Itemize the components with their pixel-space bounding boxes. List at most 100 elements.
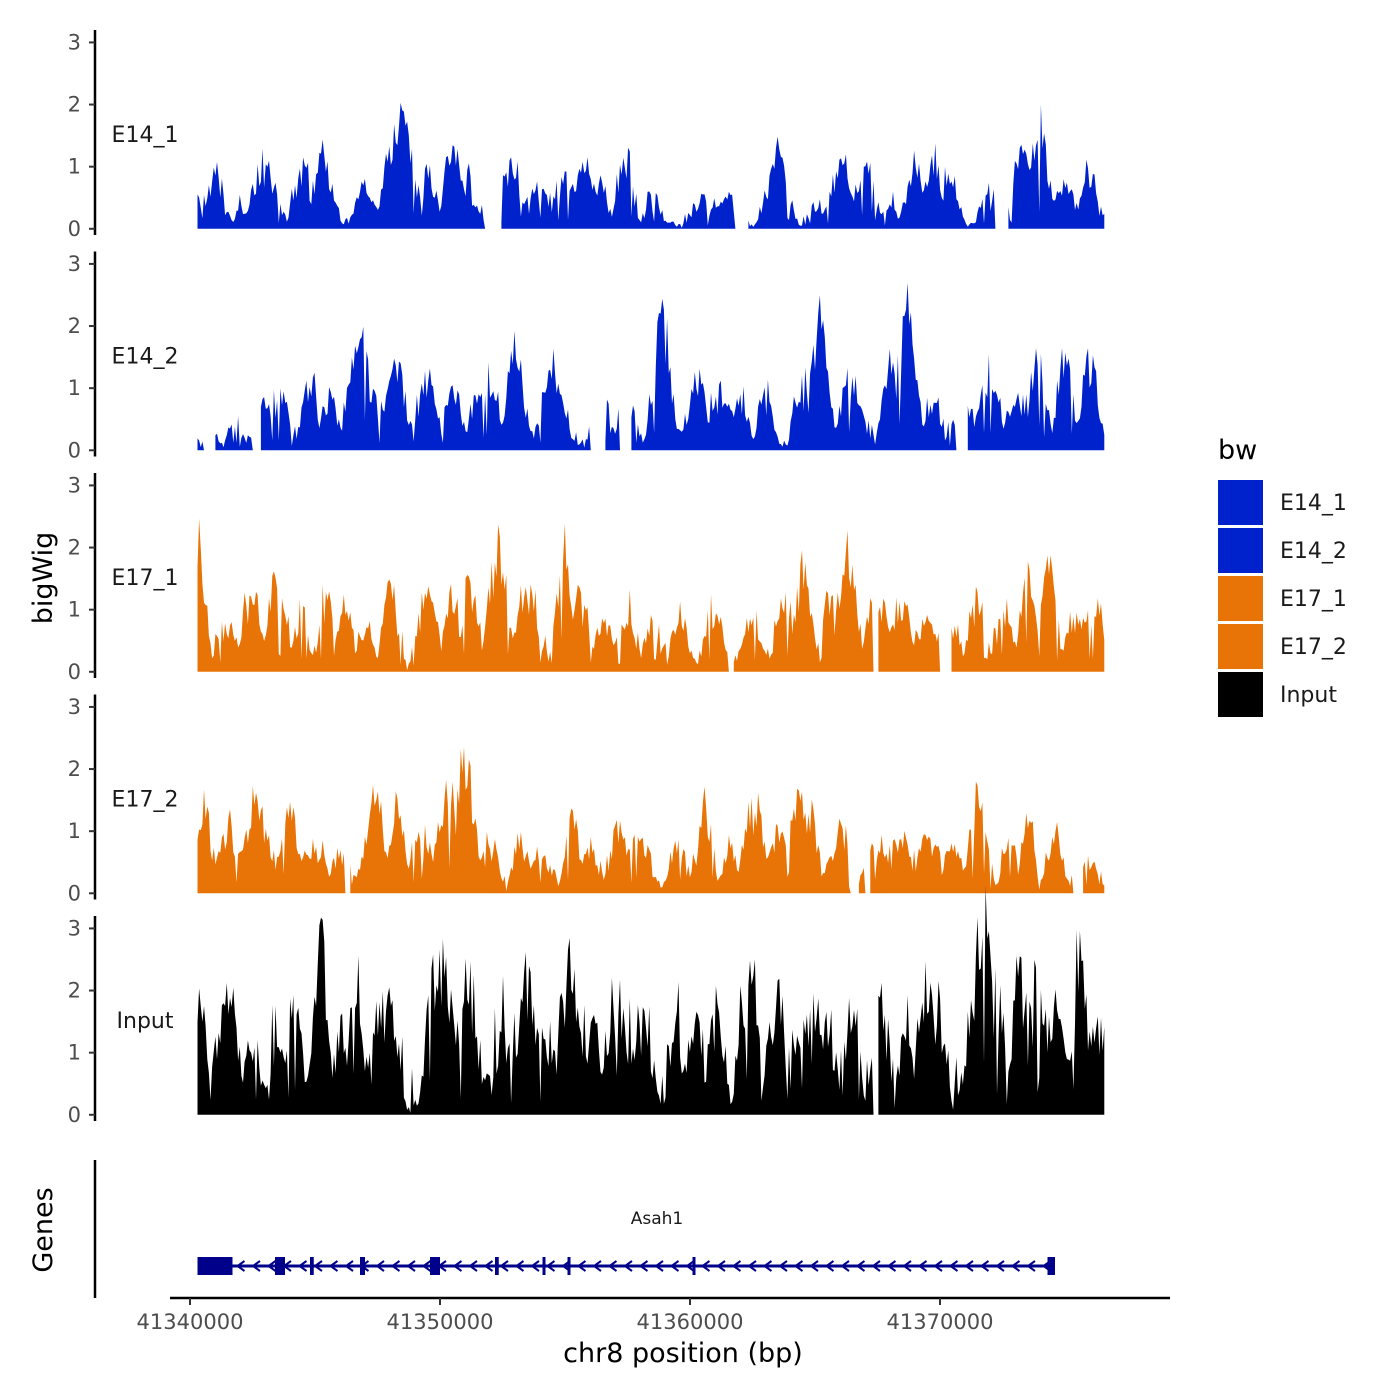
- y-tick-label: 3: [68, 252, 81, 276]
- legend-swatch: [1218, 576, 1263, 621]
- y-tick-label: 2: [68, 93, 81, 117]
- y-tick-label: 1: [68, 819, 81, 843]
- y-axis-title: bigWig: [28, 532, 59, 625]
- x-tick-label: 41360000: [637, 1310, 744, 1334]
- strand-arrow: [747, 1260, 757, 1272]
- strand-arrow: [545, 1260, 556, 1272]
- strand-arrow: [344, 1260, 354, 1272]
- y-tick-label: 0: [68, 660, 81, 684]
- strand-arrow: [638, 1260, 649, 1272]
- legend-label: E17_1: [1280, 587, 1347, 612]
- gene-name-label: Asah1: [631, 1209, 684, 1229]
- coverage-area-e14-2: [197, 282, 1105, 451]
- legend-title: bw: [1218, 435, 1257, 466]
- strand-arrow: [421, 1260, 432, 1272]
- strand-arrow: [313, 1260, 323, 1272]
- y-tick-label: 0: [68, 217, 81, 241]
- x-axis: 41340000 41350000 41360000 41370000: [137, 1296, 1170, 1334]
- gene-exon: [310, 1257, 314, 1275]
- track-label: E14_1: [112, 123, 179, 148]
- strand-arrow: [855, 1260, 866, 1272]
- strand-arrow: [902, 1260, 912, 1272]
- strand-arrow: [917, 1260, 928, 1272]
- y-tick-label: 2: [68, 979, 81, 1003]
- legend-label: E17_2: [1280, 635, 1347, 660]
- bigwig-tracks: 0 1 2 3 E14_1 0 1 2 3 E14_2 0 1 2 3 E17_1 0 1 2 3 E17_2 0 1 2 3…: [68, 30, 1105, 1127]
- y-tick-label: 3: [68, 916, 81, 940]
- strand-arrow: [948, 1260, 959, 1272]
- strand-arrow: [669, 1260, 680, 1272]
- x-tick-label: 41370000: [887, 1310, 994, 1334]
- strand-arrow: [886, 1260, 897, 1272]
- strand-arrow: [452, 1260, 463, 1272]
- strand-arrow: [654, 1260, 664, 1272]
- track-panel-e17-1: 0 1 2 3 E17_1: [68, 473, 1105, 684]
- gene-model: Asah1: [197, 1209, 1055, 1275]
- y-tick-label: 1: [68, 1041, 81, 1065]
- y-tick-label: 0: [68, 881, 81, 905]
- strand-arrow: [731, 1260, 742, 1272]
- strand-arrow: [297, 1260, 308, 1272]
- coverage-area-e14-1: [197, 102, 1105, 229]
- strand-arrow: [499, 1260, 509, 1272]
- strand-arrow: [266, 1260, 277, 1272]
- strand-arrow: [824, 1260, 835, 1272]
- strand-arrow: [530, 1260, 540, 1272]
- strand-arrow: [793, 1260, 804, 1272]
- genes-panel-title: Genes: [28, 1187, 59, 1272]
- gene-exon: [567, 1257, 571, 1275]
- strand-arrow: [840, 1260, 850, 1272]
- strand-arrow: [933, 1260, 943, 1272]
- strand-arrow: [716, 1260, 726, 1272]
- y-tick-label: 1: [68, 376, 81, 400]
- gene-exon: [1047, 1257, 1055, 1275]
- legend-swatch: [1218, 480, 1263, 525]
- strand-arrow: [809, 1260, 819, 1272]
- strand-arrow: [592, 1260, 602, 1272]
- x-tick-label: 41340000: [137, 1310, 244, 1334]
- strand-arrow: [468, 1260, 478, 1272]
- strand-arrow: [375, 1260, 385, 1272]
- track-label: Input: [117, 1009, 174, 1034]
- gene-exon: [430, 1257, 440, 1275]
- y-tick-label: 3: [68, 30, 81, 54]
- legend: bw E14_1 E14_2 E17_1 E17_2 Input: [1218, 435, 1347, 717]
- track-panel-e17-2: 0 1 2 3 E17_2: [68, 694, 1105, 905]
- y-tick-label: 3: [68, 473, 81, 497]
- y-tick-label: 0: [68, 438, 81, 462]
- legend-swatch: [1218, 672, 1263, 717]
- y-tick-label: 2: [68, 757, 81, 781]
- strand-arrow: [623, 1260, 633, 1272]
- strand-arrow: [406, 1260, 416, 1272]
- strand-arrow: [483, 1260, 494, 1272]
- gene-panel: Asah1: [93, 1160, 1055, 1298]
- legend-swatch: [1218, 528, 1263, 573]
- strand-arrow: [514, 1260, 525, 1272]
- strand-arrow: [251, 1260, 261, 1272]
- track-label: E17_2: [112, 788, 179, 813]
- track-panel-e14-2: 0 1 2 3 E14_2: [68, 251, 1105, 462]
- strand-arrow: [328, 1260, 339, 1272]
- legend-label: Input: [1280, 683, 1337, 708]
- strand-arrow: [235, 1260, 246, 1272]
- track-panel-e14-1: 0 1 2 3 E14_1: [68, 30, 1105, 241]
- strand-arrow: [1026, 1260, 1036, 1272]
- strand-arrow: [995, 1260, 1005, 1272]
- y-tick-label: 3: [68, 695, 81, 719]
- gene-exon: [495, 1257, 499, 1275]
- gene-exon: [692, 1257, 696, 1275]
- strand-arrow: [390, 1260, 401, 1272]
- strand-arrow: [1010, 1260, 1021, 1272]
- coverage-area-e17-2: [197, 746, 1105, 894]
- legend-label: E14_2: [1280, 539, 1347, 564]
- strand-arrow: [979, 1260, 990, 1272]
- coverage-area-e17-1: [197, 518, 1105, 672]
- gene-exon: [197, 1257, 233, 1275]
- strand-arrow: [607, 1260, 618, 1272]
- gene-exon: [542, 1257, 546, 1275]
- strand-arrow: [871, 1260, 881, 1272]
- track-label: E17_1: [112, 566, 179, 591]
- track-panel-input: 0 1 2 3 Input: [68, 885, 1105, 1127]
- gene-exon: [275, 1257, 285, 1275]
